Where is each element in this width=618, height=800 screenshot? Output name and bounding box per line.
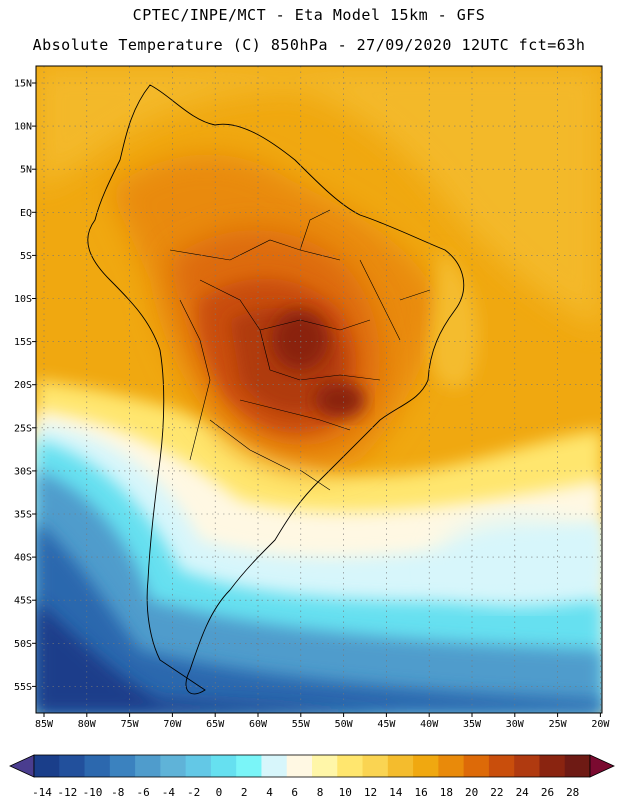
lat-label: 30S bbox=[14, 466, 32, 477]
lat-label: 40S bbox=[14, 553, 32, 564]
colorbar-label: 12 bbox=[364, 786, 377, 799]
colorbar-swatch bbox=[261, 755, 288, 777]
lat-label: EQ bbox=[20, 208, 32, 219]
colorbar-label: 28 bbox=[566, 786, 579, 799]
coastline bbox=[87, 84, 465, 695]
title-line-2: Absolute Temperature (C) 850hPa - 27/09/… bbox=[32, 36, 586, 54]
colorbar-swatch bbox=[160, 755, 187, 777]
lon-label: 75W bbox=[121, 719, 140, 730]
lon-label: 25W bbox=[549, 719, 568, 730]
colorbar-swatch bbox=[312, 755, 338, 777]
lat-label: 35S bbox=[14, 510, 32, 521]
lon-label: 45W bbox=[377, 719, 396, 730]
colorbar-label: 20 bbox=[465, 786, 478, 799]
colorbar-swatch bbox=[286, 755, 313, 777]
lon-label: 65W bbox=[206, 719, 225, 730]
colorbar-label: -12 bbox=[57, 786, 77, 799]
lat-label: 15N bbox=[14, 79, 32, 90]
colorbar-swatch bbox=[109, 755, 136, 777]
colorbar-label: 18 bbox=[440, 786, 453, 799]
lat-label: 50S bbox=[14, 639, 32, 650]
temperature-field bbox=[36, 66, 602, 713]
colorbar-label: 16 bbox=[414, 786, 427, 799]
map-frame bbox=[35, 65, 603, 714]
colorbar-label: 14 bbox=[389, 786, 403, 799]
colorbar-label: 24 bbox=[516, 786, 530, 799]
colorbar-swatch bbox=[488, 755, 515, 777]
lat-label: 55S bbox=[14, 682, 32, 693]
colorbar-label: -4 bbox=[162, 786, 176, 799]
colorbar-swatch bbox=[463, 755, 490, 777]
colorbar: -14 -12 -10 -8 -6 -4 -2 0 2 4 6 8 10 12 14 16 18 20 22 24 26… bbox=[9, 754, 615, 799]
country-borders bbox=[169, 209, 431, 491]
title-line-1: CPTEC/INPE/MCT - Eta Model 15km - GFS bbox=[132, 6, 486, 24]
colorbar-swatch bbox=[59, 755, 86, 777]
colorbar-label: 0 bbox=[216, 786, 223, 799]
lon-label: 85W bbox=[35, 719, 54, 730]
colorbar-label: -8 bbox=[111, 786, 124, 799]
lon-label: 60W bbox=[249, 719, 268, 730]
colorbar-label: -2 bbox=[187, 786, 200, 799]
colorbar-swatch bbox=[135, 755, 161, 777]
lon-label: 40W bbox=[420, 719, 439, 730]
lon-label: 20W bbox=[591, 719, 610, 730]
lat-label: 10S bbox=[14, 294, 32, 305]
colorbar-swatch bbox=[84, 755, 111, 777]
colorbar-label: 4 bbox=[266, 786, 273, 799]
colorbar-swatch bbox=[362, 755, 389, 777]
lat-label: 15S bbox=[14, 337, 32, 348]
colorbar-swatch bbox=[539, 755, 566, 777]
colorbar-swatch bbox=[564, 755, 591, 777]
latitude-labels: 15N 10N 5N EQ 5S 10S 15S 20S 25S 30S 35S 40S 45S 50S 5… bbox=[14, 79, 36, 693]
colorbar-swatch bbox=[185, 755, 212, 777]
lon-label: 50W bbox=[335, 719, 354, 730]
colorbar-swatch bbox=[337, 755, 364, 777]
colorbar-label: 8 bbox=[317, 786, 324, 799]
lon-label: 80W bbox=[78, 719, 97, 730]
colorbar-swatch bbox=[387, 755, 414, 777]
lon-label: 70W bbox=[163, 719, 182, 730]
lat-label: 5N bbox=[20, 165, 32, 176]
colorbar-label: 10 bbox=[339, 786, 352, 799]
colorbar-label: -10 bbox=[83, 786, 103, 799]
colorbar-label: -14 bbox=[32, 786, 52, 799]
lat-label: 5S bbox=[20, 251, 32, 262]
colorbar-over-arrow bbox=[589, 754, 615, 778]
lat-label: 20S bbox=[14, 380, 32, 391]
colorbar-label: 2 bbox=[241, 786, 248, 799]
colorbar-swatch bbox=[210, 755, 237, 777]
colorbar-swatch bbox=[413, 755, 439, 777]
lat-label: 25S bbox=[14, 423, 32, 434]
colorbar-label: 22 bbox=[490, 786, 503, 799]
colorbar-label: 26 bbox=[541, 786, 554, 799]
lon-label: 35W bbox=[463, 719, 482, 730]
lon-label: 55W bbox=[292, 719, 311, 730]
lon-label: 30W bbox=[506, 719, 525, 730]
colorbar-swatch bbox=[236, 755, 262, 777]
map-gridlines bbox=[36, 66, 602, 713]
colorbar-under-arrow bbox=[9, 754, 35, 778]
lat-label: 10N bbox=[14, 122, 32, 133]
colorbar-swatch bbox=[34, 755, 60, 777]
colorbar-swatch bbox=[514, 755, 540, 777]
colorbar-label: 6 bbox=[291, 786, 298, 799]
colorbar-label: -6 bbox=[136, 786, 149, 799]
colorbar-swatch bbox=[438, 755, 465, 777]
lat-label: 45S bbox=[14, 596, 32, 607]
longitude-labels: 85W 80W 75W 70W 65W 60W 55W 50W 45W 40W 35W 30W 25W 2… bbox=[35, 713, 610, 730]
